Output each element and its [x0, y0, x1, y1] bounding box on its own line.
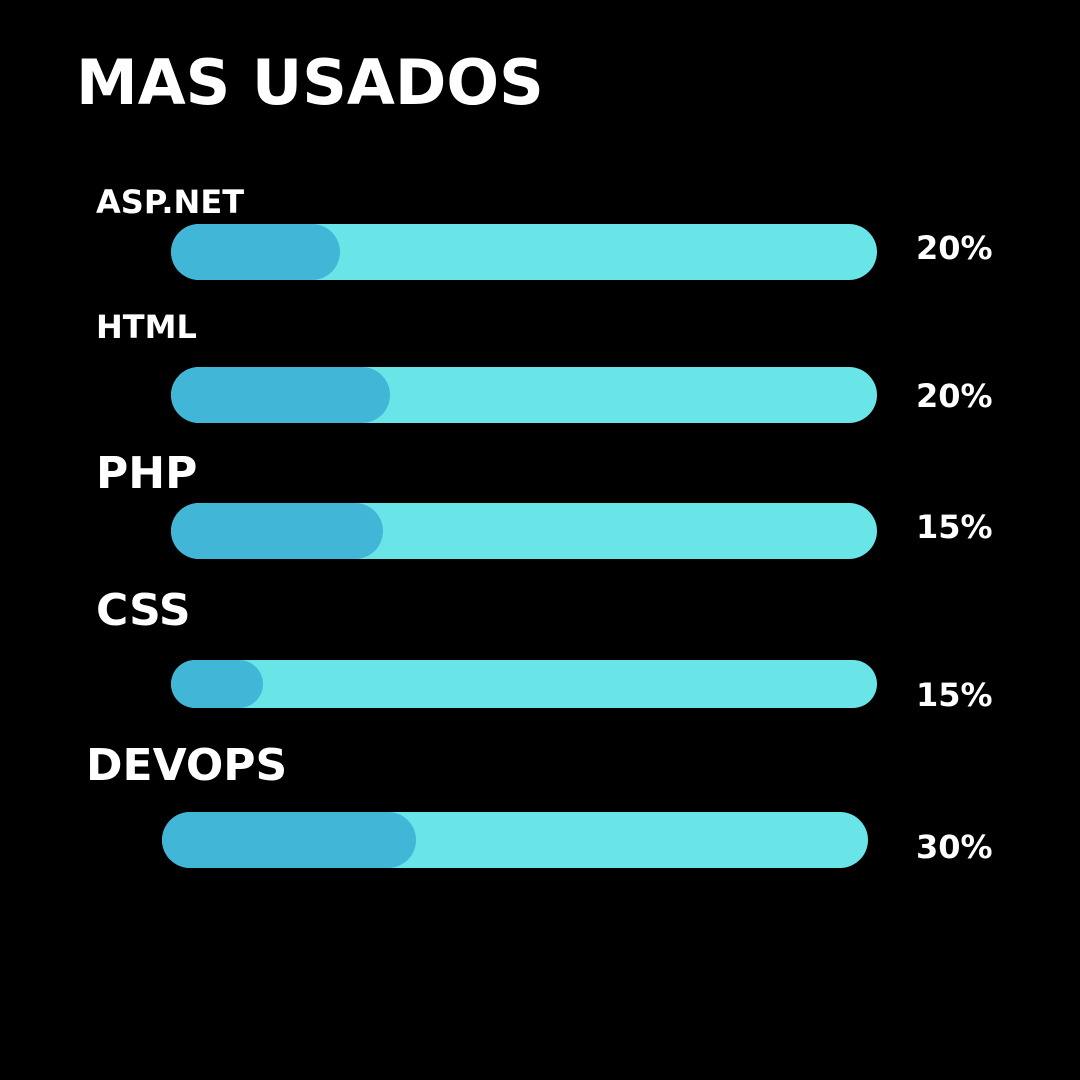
bar-track [171, 660, 877, 708]
bar-track [162, 812, 868, 868]
bar-value-label: 15% [916, 676, 993, 714]
bar-value-label: 20% [916, 377, 993, 415]
bar-label: CSS [96, 585, 191, 636]
bar-fill [171, 503, 383, 559]
bar-fill [171, 367, 390, 423]
bar-label: DEVOPS [86, 740, 288, 791]
bar-value-label: 15% [916, 508, 993, 546]
bar-track [171, 224, 877, 280]
bar-fill [162, 812, 417, 868]
bar-track [171, 503, 877, 559]
bar-value-label: 20% [916, 229, 993, 267]
bar-label: ASP.NET [96, 183, 245, 221]
bar-label: PHP [96, 448, 198, 499]
bar-value-label: 30% [916, 828, 993, 866]
bar-label: HTML [96, 308, 197, 346]
bar-track [171, 367, 877, 423]
bar-fill [171, 224, 341, 280]
bar-fill [171, 660, 263, 708]
chart-title: MAS USADOS [76, 46, 544, 119]
